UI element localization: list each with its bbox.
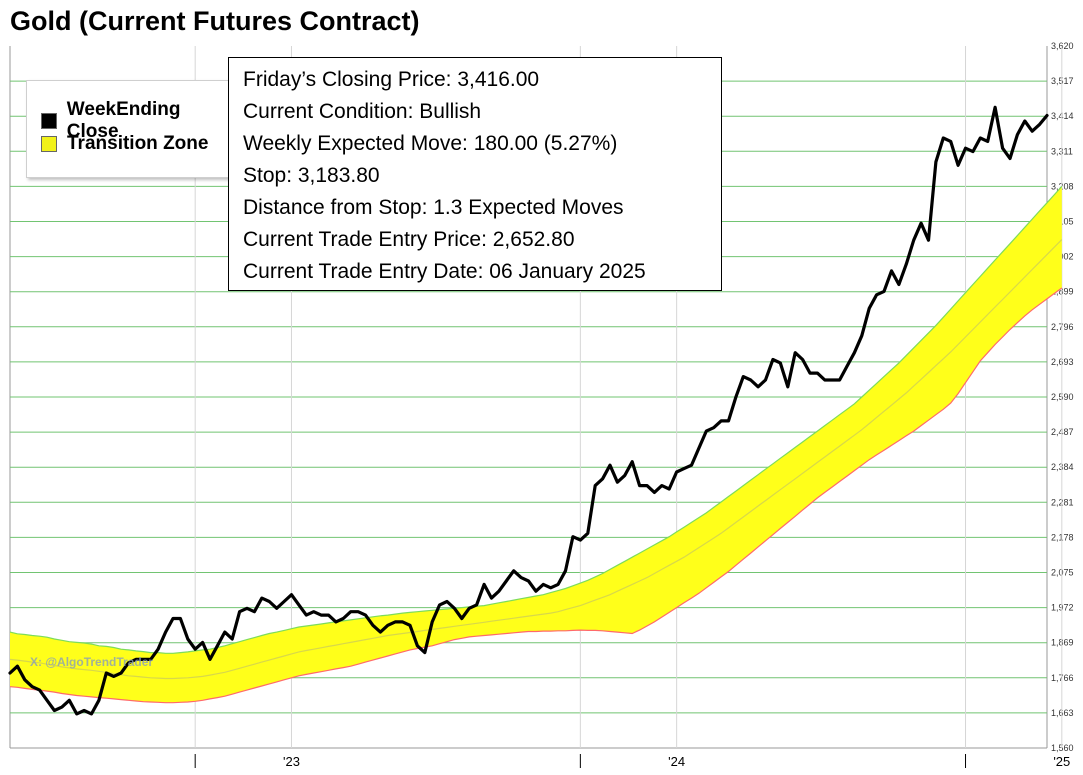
info-box: Friday’s Closing Price: 3,416.00 Current… (228, 57, 722, 291)
legend: WeekEnding Close Transition Zone (26, 80, 236, 178)
info-entry-price: Current Trade Entry Price: 2,652.80 (243, 228, 575, 251)
info-expected-move: Weekly Expected Move: 180.00 (5.27%) (243, 132, 618, 155)
zone-mid-line (9, 239, 1063, 680)
weekly-close-line (8, 105, 1049, 716)
chart-title: Gold (Current Futures Contract) (10, 6, 420, 36)
zone-upper-line (9, 185, 1063, 654)
x-tick-label: '23 (283, 754, 300, 769)
info-entry-date: Current Trade Entry Date: 06 January 202… (243, 260, 646, 283)
info-distance: Distance from Stop: 1.3 Expected Moves (243, 196, 624, 219)
legend-label-close: WeekEnding Close (66, 99, 181, 142)
transition-zone-band (10, 186, 1062, 703)
legend-item-zone: Transition Zone (41, 133, 208, 155)
legend-item-close: WeekEnding Close (41, 99, 235, 143)
zone-lower-line (9, 287, 1063, 704)
x-tick-label: '24 (668, 754, 685, 769)
x-tick-label: '25 (1053, 754, 1070, 769)
info-stop: Stop: 3,183.80 (243, 164, 380, 187)
watermark: X: @AlgoTrendTrader (30, 655, 154, 669)
info-condition: Current Condition: Bullish (243, 100, 482, 123)
legend-swatch-close (41, 113, 57, 129)
legend-label-zone: Transition Zone (67, 133, 209, 154)
info-closing-price: Friday’s Closing Price: 3,416.00 (243, 68, 540, 91)
legend-swatch-zone (41, 136, 57, 152)
